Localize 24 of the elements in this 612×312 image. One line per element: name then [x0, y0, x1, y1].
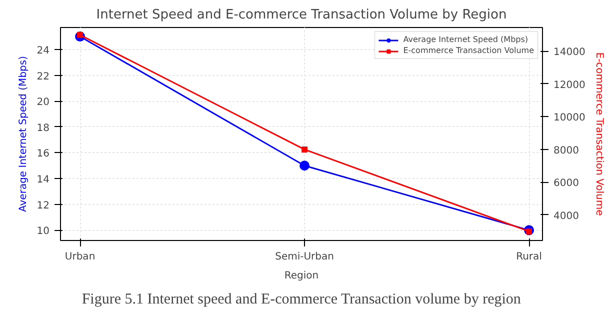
y-tick-label: 24: [36, 45, 50, 56]
y-tick-label: 18: [36, 122, 50, 134]
y-tick-label: 14: [36, 174, 50, 186]
y2-tick-label: 4000: [554, 210, 579, 222]
x-tick-label: Semi-Urban: [275, 252, 334, 262]
x-tick-label: Rural: [516, 252, 542, 262]
caption: Figure 5.1 Internet speed and E-commerce Transaction volume by region: [82, 292, 522, 308]
y-tick-label: 16: [36, 148, 50, 160]
y-tick-label: 10: [36, 226, 50, 238]
x-axis-title: Region: [284, 270, 319, 282]
y-tick-label: 22: [36, 71, 50, 82]
chart-title: Internet Speed and E-commerce Transaction Volume by Region: [96, 8, 507, 22]
y2-tick-label: 10000: [554, 112, 586, 124]
y-tick-label: 20: [36, 97, 50, 108]
legend-label: Average Internet Speed (Mbps): [403, 35, 528, 44]
y2-tick-label: 6000: [554, 178, 579, 190]
legend-label: E-commerce Transaction Volume: [403, 46, 534, 55]
y2-tick-label: 8000: [554, 145, 579, 156]
y-axis-title: Average Internet Speed (Mbps): [18, 56, 29, 212]
y2-tick-label: 14000: [554, 47, 586, 58]
y-tick-label: 12: [36, 200, 50, 212]
y2-tick-label: 12000: [554, 80, 586, 91]
y2-axis-title: E-commerce Transaction Volume: [593, 52, 604, 216]
x-tick-label: Urban: [64, 252, 96, 262]
